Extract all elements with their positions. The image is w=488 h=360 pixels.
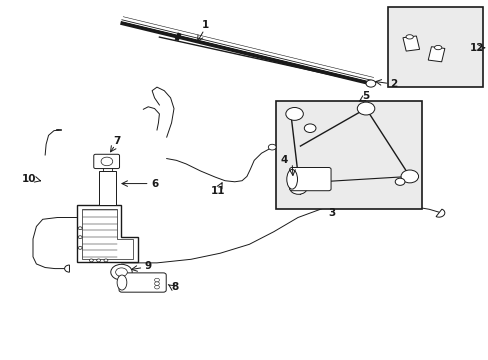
Circle shape: [268, 144, 276, 150]
Circle shape: [394, 178, 404, 185]
Bar: [276, 102, 421, 208]
Text: 5: 5: [362, 91, 369, 101]
Text: 10: 10: [22, 174, 36, 184]
Ellipse shape: [286, 170, 297, 189]
FancyBboxPatch shape: [289, 167, 330, 191]
Polygon shape: [402, 36, 419, 51]
Bar: [387, 7, 482, 87]
Ellipse shape: [405, 35, 412, 39]
Polygon shape: [81, 208, 132, 258]
Polygon shape: [77, 205, 137, 262]
Circle shape: [116, 268, 127, 276]
Polygon shape: [99, 171, 116, 205]
Circle shape: [285, 108, 303, 120]
Text: 7: 7: [113, 136, 121, 146]
Circle shape: [154, 278, 159, 282]
Circle shape: [111, 264, 132, 280]
Circle shape: [78, 236, 82, 239]
Wedge shape: [435, 209, 444, 217]
Polygon shape: [427, 47, 444, 62]
Text: 4: 4: [280, 156, 287, 165]
Text: 12: 12: [469, 43, 483, 53]
Circle shape: [101, 157, 113, 166]
Wedge shape: [64, 265, 69, 272]
Circle shape: [400, 170, 418, 183]
FancyBboxPatch shape: [119, 273, 166, 292]
Text: 6: 6: [151, 179, 158, 189]
Circle shape: [154, 282, 159, 285]
Ellipse shape: [434, 45, 441, 50]
Text: 1: 1: [202, 20, 208, 30]
Text: 9: 9: [144, 261, 152, 271]
Circle shape: [78, 247, 82, 249]
Text: 3: 3: [328, 208, 335, 218]
Circle shape: [97, 259, 101, 262]
Circle shape: [357, 102, 374, 115]
Circle shape: [104, 259, 108, 262]
Circle shape: [304, 124, 315, 132]
Circle shape: [289, 181, 306, 194]
FancyBboxPatch shape: [94, 154, 119, 168]
Ellipse shape: [117, 275, 126, 290]
Circle shape: [78, 227, 82, 230]
Circle shape: [89, 259, 93, 262]
Circle shape: [366, 80, 375, 87]
Text: 11: 11: [210, 186, 224, 196]
Circle shape: [154, 285, 159, 289]
Text: 2: 2: [389, 79, 397, 89]
Text: 8: 8: [171, 282, 179, 292]
